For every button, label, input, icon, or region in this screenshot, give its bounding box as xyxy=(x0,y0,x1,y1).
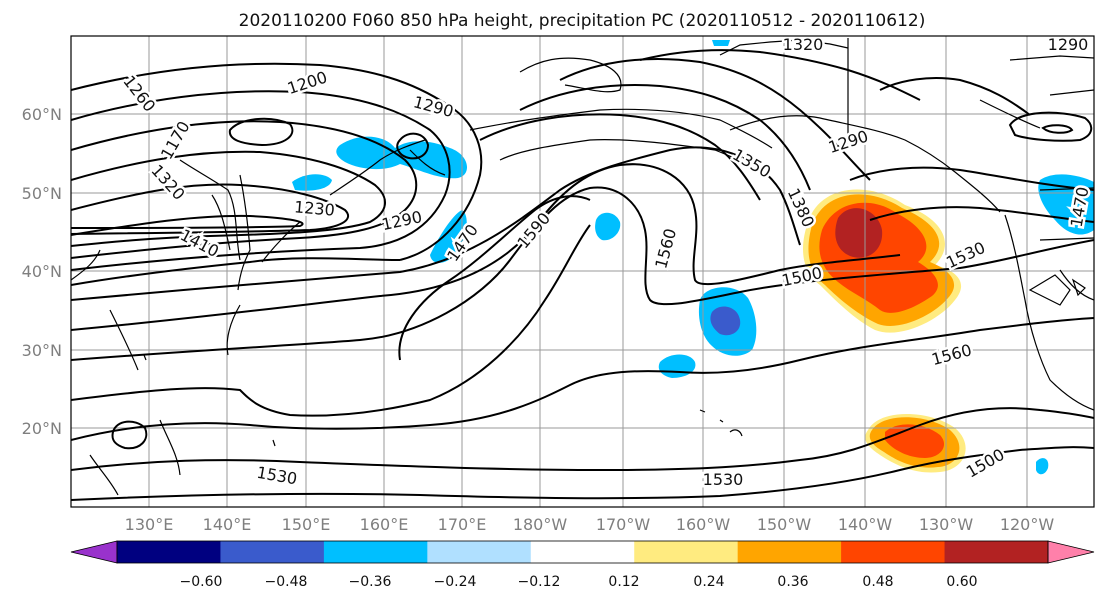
contour-label: 1230 xyxy=(293,197,335,219)
colorbar-segment xyxy=(944,541,1049,563)
colorbar-tick-labels: −0.60 −0.48 −0.36 −0.24 −0.12 0.12 0.24 … xyxy=(180,574,978,590)
contour-label: 1530 xyxy=(703,470,744,489)
lon-label: 180°W xyxy=(513,515,568,534)
longitude-labels: 130°E 140°E 150°E 160°E 170°E 180°W 170°… xyxy=(125,515,1055,534)
lat-label: 50°N xyxy=(22,184,62,203)
lon-label: 150°E xyxy=(282,515,331,534)
lon-label: 160°W xyxy=(676,515,731,534)
colorbar-extend-low xyxy=(70,540,118,564)
colorbar: −0.60 −0.48 −0.36 −0.24 −0.12 0.12 0.24 … xyxy=(70,540,1095,590)
colorbar-tick-label: 0.36 xyxy=(777,574,808,590)
colorbar-segment xyxy=(841,541,946,563)
colorbar-tick-label: 0.12 xyxy=(608,574,639,590)
colorbar-tick-label: 0.24 xyxy=(693,574,724,590)
colorbar-tick-label: −0.60 xyxy=(180,574,223,590)
colorbar-segment xyxy=(220,541,325,563)
colorbar-segment xyxy=(634,541,739,563)
colorbar-tick-label: −0.36 xyxy=(349,574,392,590)
colorbar-segment xyxy=(323,541,428,563)
lon-label: 130°W xyxy=(919,515,974,534)
lon-label: 140°W xyxy=(838,515,893,534)
lon-label: 120°W xyxy=(1000,515,1055,534)
lon-label: 150°W xyxy=(757,515,812,534)
contour-label: 1290 xyxy=(1048,35,1089,54)
colorbar-segment xyxy=(117,541,221,563)
map-frame xyxy=(70,35,1095,508)
colorbar-segment xyxy=(737,541,842,563)
colorbar-tick-label: −0.48 xyxy=(265,574,308,590)
colorbar-segments xyxy=(70,540,1095,564)
lon-label: 160°E xyxy=(360,515,409,534)
colorbar-tick-label: 0.48 xyxy=(862,574,893,590)
lon-label: 170°W xyxy=(596,515,651,534)
contour-label: 1320 xyxy=(783,35,824,54)
colorbar-tick-label: −0.12 xyxy=(518,574,561,590)
lat-label: 20°N xyxy=(22,419,62,438)
map-title: 2020110200 F060 850 hPa height, precipit… xyxy=(239,11,926,31)
coastlines xyxy=(71,38,1094,496)
lat-label: 60°N xyxy=(22,105,62,124)
lon-label: 140°E xyxy=(203,515,252,534)
colorbar-extend-high xyxy=(1047,540,1095,564)
lat-label: 40°N xyxy=(22,262,62,281)
colorbar-tick-label: 0.60 xyxy=(946,574,977,590)
lon-label: 130°E xyxy=(125,515,174,534)
map-area: 1260 1200 1320 1290 1170 1320 1230 1290 … xyxy=(71,35,1094,507)
lon-label: 170°E xyxy=(438,515,487,534)
colorbar-segment xyxy=(427,541,532,563)
colorbar-frame xyxy=(116,540,1049,564)
lat-label: 30°N xyxy=(22,341,62,360)
height-contours xyxy=(71,49,1094,501)
latitude-labels: 60°N 50°N 40°N 30°N 20°N xyxy=(22,105,62,438)
colorbar-tick-label: −0.24 xyxy=(434,574,477,590)
colorbar-segment xyxy=(530,541,635,563)
